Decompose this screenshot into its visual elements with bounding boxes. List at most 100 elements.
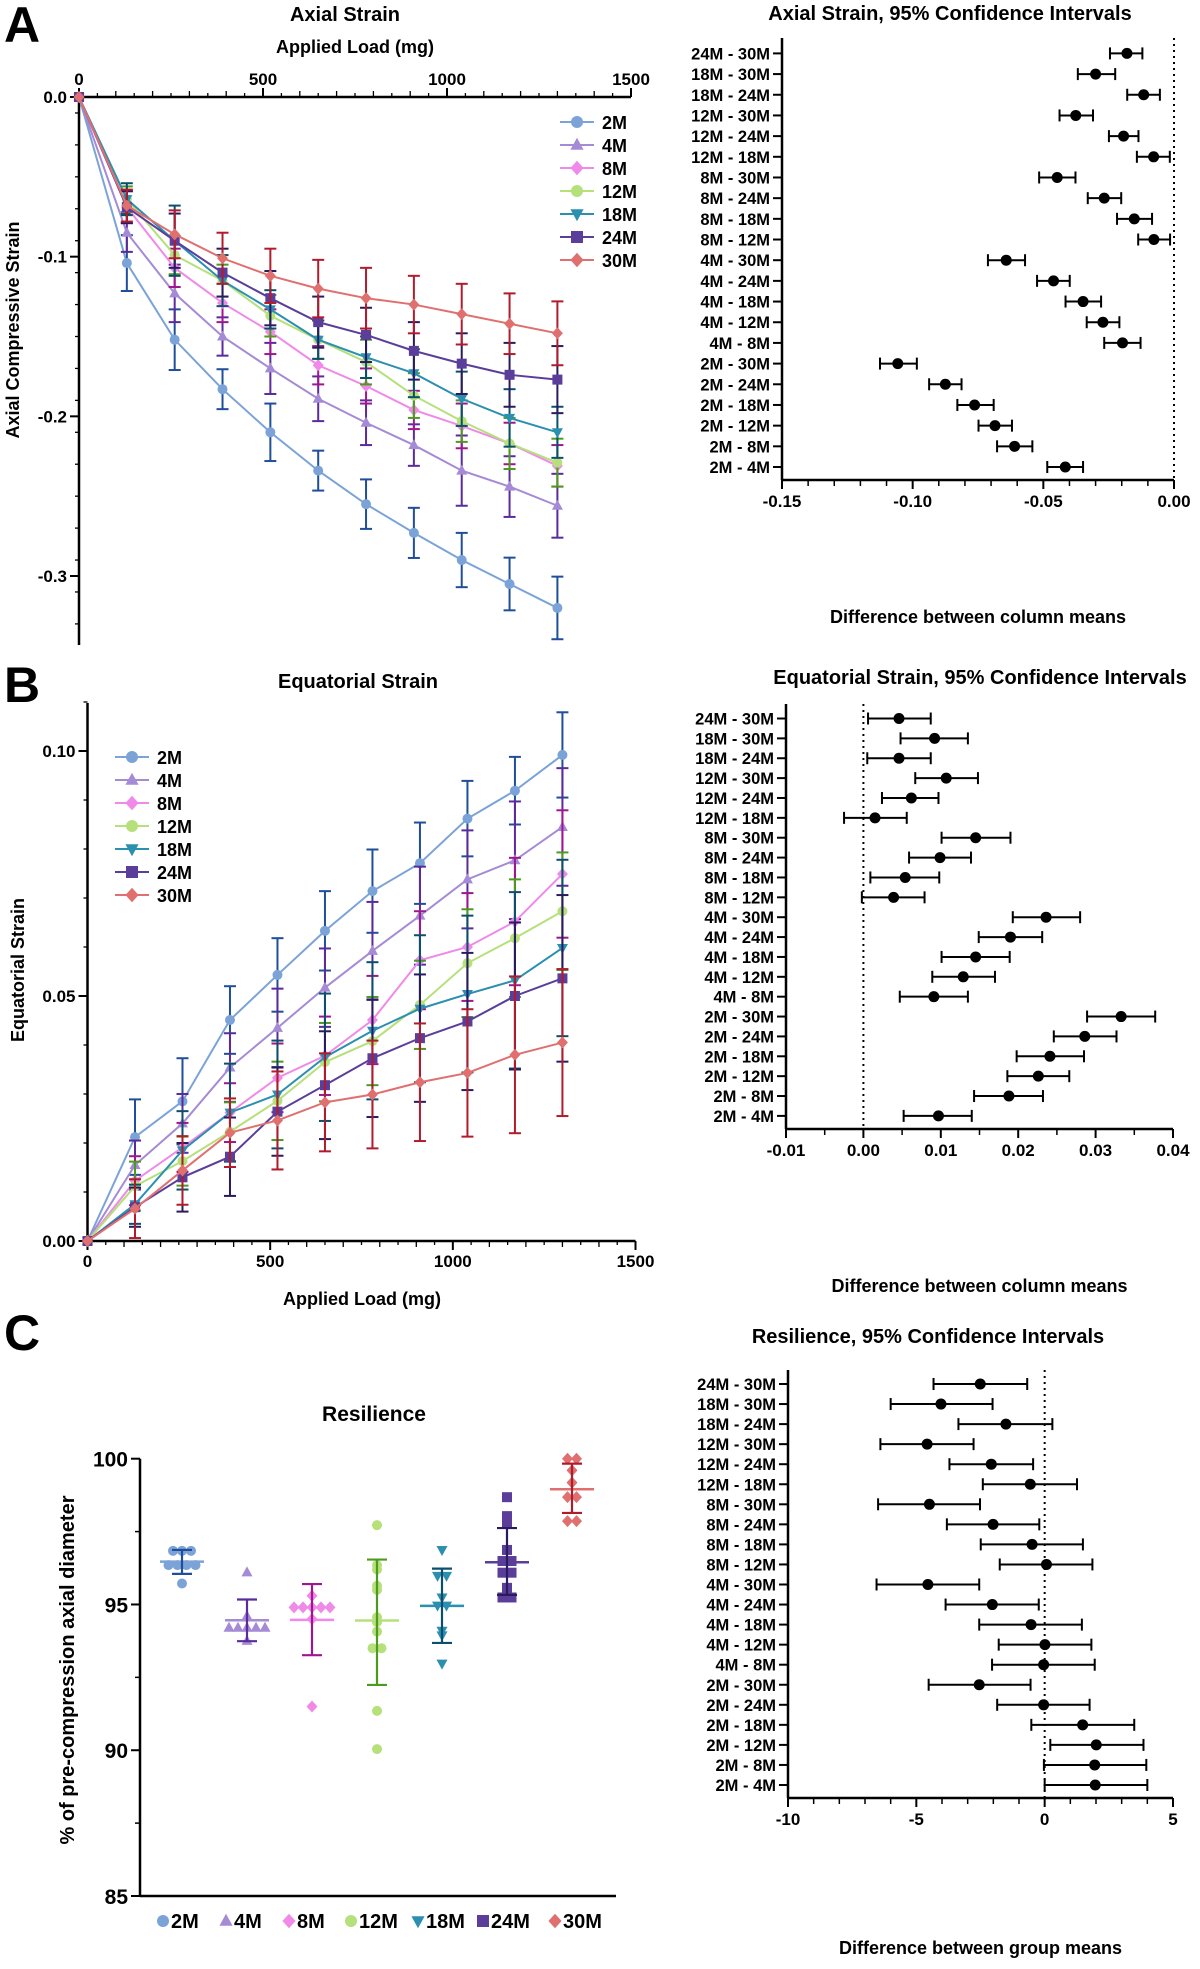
comparison-row: 4M - 24M xyxy=(704,929,1044,947)
data-point xyxy=(224,1126,236,1139)
comparison-row: 8M - 30M xyxy=(704,830,1012,848)
comparison-row: 8M - 18M xyxy=(704,869,941,887)
mean-difference-point xyxy=(1089,1779,1101,1791)
data-point xyxy=(241,1566,253,1577)
data-point xyxy=(312,282,324,295)
equatorial-strain-ci-chart: -0.01 0.00 0.01 0.02 0.03 0.04 Equatorial Stra… xyxy=(695,667,1190,1296)
comparison-row: 2M - 18M xyxy=(706,1717,1136,1735)
comparison-row: 2M - 24M xyxy=(700,376,963,394)
comparison-label: 2M - 8M xyxy=(715,1757,776,1775)
data-point xyxy=(436,1545,448,1556)
x-axis-label: Difference between group means xyxy=(839,1938,1122,1958)
legend-item-8M: 8M xyxy=(282,1911,325,1933)
data-point xyxy=(121,226,133,237)
legend-marker xyxy=(570,252,584,268)
axial-strain-ci-chart: -0.15 -0.10 -0.05 0.00 Axial Strain, 95% Con… xyxy=(691,3,1190,627)
x-tick-label: 0 xyxy=(74,70,83,89)
comparison-row: 4M - 24M xyxy=(706,1597,1040,1615)
data-point xyxy=(461,873,473,884)
data-point xyxy=(366,944,378,955)
data-point xyxy=(366,1088,378,1101)
comparison-label: 4M - 24M xyxy=(700,273,770,291)
comparison-row: 4M - 18M xyxy=(700,294,1103,312)
data-point xyxy=(504,317,516,330)
y-tick-label: 95 xyxy=(105,1594,129,1617)
comparison-row: 4M - 12M xyxy=(704,969,996,987)
mean-difference-point xyxy=(1040,911,1052,923)
group-30M xyxy=(550,1452,594,1528)
legend-marker xyxy=(125,844,139,857)
mean-difference-point xyxy=(922,1579,934,1590)
chart-title: Equatorial Strain, 95% Confidence Interv… xyxy=(773,667,1186,689)
legend-marker xyxy=(345,1915,357,1927)
data-point xyxy=(82,1235,93,1247)
x-tick-label: -0.01 xyxy=(767,1141,806,1160)
legend-label: 12M xyxy=(359,1911,398,1933)
data-point xyxy=(264,269,276,282)
comparison-label: 18M - 24M xyxy=(697,1416,776,1434)
comparison-label: 12M - 30M xyxy=(695,770,774,788)
comparison-row: 12M - 24M xyxy=(691,128,1140,146)
mean-difference-point xyxy=(934,852,946,864)
comparison-label: 4M - 24M xyxy=(704,929,774,947)
comparison-row: 8M - 12M xyxy=(700,232,1172,250)
x-tick-label: 500 xyxy=(249,70,277,89)
data-point xyxy=(176,1164,188,1177)
data-point xyxy=(557,749,568,760)
mean-difference-point xyxy=(1089,1759,1101,1771)
legend-label: 30M xyxy=(563,1911,602,1933)
data-point xyxy=(224,1015,235,1026)
mean-difference-point xyxy=(1090,68,1102,80)
comparison-label: 8M - 30M xyxy=(704,830,774,848)
comparison-label: 12M - 24M xyxy=(691,128,770,146)
x-tick-label: -5 xyxy=(909,1810,924,1829)
legend-label: 12M xyxy=(602,182,637,202)
comparison-label: 2M - 4M xyxy=(715,1777,776,1795)
mean-difference-point xyxy=(1148,234,1160,246)
mean-difference-point xyxy=(1077,1719,1089,1731)
comparison-row: 2M - 8M xyxy=(715,1757,1148,1775)
mean-difference-point xyxy=(1051,171,1063,183)
comparison-label: 2M - 12M xyxy=(700,418,770,436)
data-point xyxy=(562,1452,573,1465)
comparison-label: 4M - 8M xyxy=(713,989,774,1007)
comparison-label: 12M - 18M xyxy=(691,149,770,167)
legend-label: 12M xyxy=(157,817,192,837)
y-axis-label: Equatorial Strain xyxy=(8,898,28,1042)
legend-label: 24M xyxy=(491,1911,530,1933)
legend-label: 2M xyxy=(157,748,182,768)
comparison-row: 12M - 30M xyxy=(691,107,1094,125)
comparison-row: 2M - 30M xyxy=(706,1677,1032,1695)
comparison-label: 18M - 24M xyxy=(691,87,770,105)
data-point xyxy=(436,1659,448,1670)
comparison-row: 2M - 24M xyxy=(706,1697,1091,1715)
comparison-row: 2M - 12M xyxy=(700,418,1013,436)
equatorial-strain-chart: 0 500 1000 1500 0.00 0.05 0.10 Equatorial Strai… xyxy=(8,671,654,1309)
comparison-label: 2M - 8M xyxy=(713,1088,774,1106)
comparison-label: 2M - 24M xyxy=(704,1028,774,1046)
x-tick-label: 0 xyxy=(1040,1810,1049,1829)
comparison-label: 4M - 12M xyxy=(706,1637,776,1655)
mean-difference-point xyxy=(970,951,982,963)
legend-item-8M: 8M xyxy=(115,794,182,814)
chart-title: Resilience xyxy=(322,1403,426,1426)
data-point xyxy=(551,428,563,439)
x-tick-label: 0.02 xyxy=(1002,1141,1035,1160)
comparison-row: 12M - 30M xyxy=(695,770,979,788)
group-18M xyxy=(420,1545,464,1670)
mean-difference-point xyxy=(1097,316,1109,328)
legend-marker xyxy=(571,185,583,197)
legend-item-18M: 18M xyxy=(115,840,192,860)
comparison-label: 24M - 30M xyxy=(691,45,770,63)
comparison-row: 4M - 18M xyxy=(706,1617,1083,1635)
y-tick-label: 0.05 xyxy=(42,987,75,1006)
comparison-row: 12M - 24M xyxy=(695,790,940,808)
mean-difference-point xyxy=(1004,931,1016,943)
y-tick-label: -0.3 xyxy=(38,567,67,586)
data-point xyxy=(497,1592,508,1603)
legend-label: 2M xyxy=(171,1911,199,1933)
axial-strain-chart: 0 500 1000 1500 0.0 -0.1 -0.2 -0.3 Axial Strain A… xyxy=(3,4,650,645)
data-point xyxy=(432,1571,443,1582)
data-point xyxy=(315,1601,327,1614)
legend-marker xyxy=(157,1915,169,1927)
